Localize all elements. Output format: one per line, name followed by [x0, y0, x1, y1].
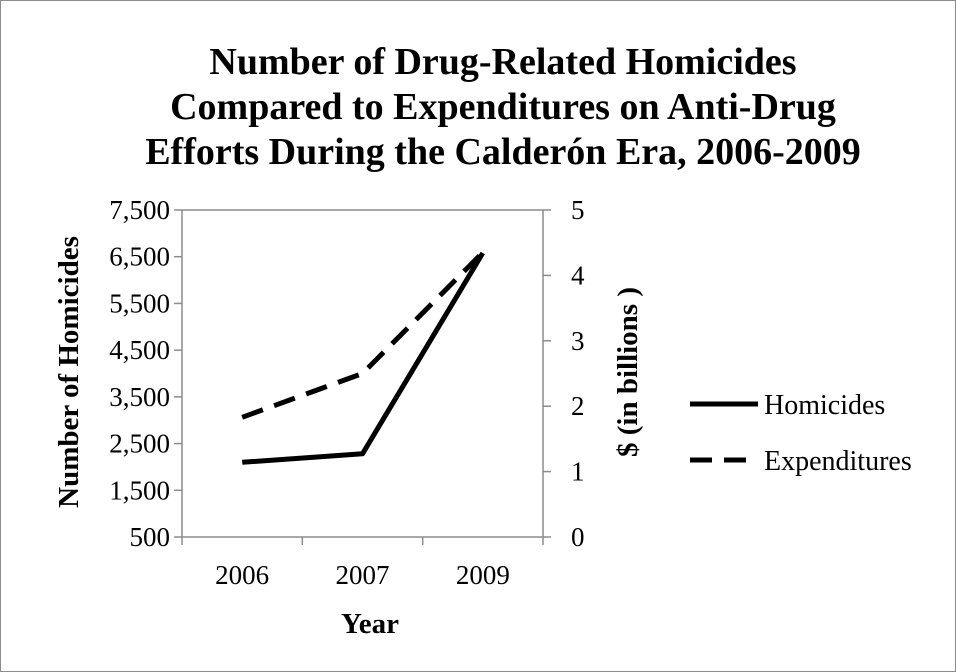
- right-axis: 0 1 2 3 4 5: [543, 195, 585, 552]
- plot-area: [181, 209, 544, 538]
- right-tick-label: 2: [571, 391, 585, 421]
- series-line-expenditures: [241, 250, 485, 420]
- x-tick-label: 2009: [456, 560, 510, 590]
- plot-border: [181, 209, 544, 538]
- left-tick-label: 6,500: [109, 242, 170, 272]
- left-tick-label: 3,500: [109, 382, 170, 412]
- series-lines: [241, 250, 485, 465]
- left-axis: 500 1,500 2,500 3,500 4,500 5,500 6,500 7,500: [109, 195, 182, 552]
- chart-title: Number of Drug-Related Homicides Compare…: [145, 41, 861, 173]
- legend: Homicides Expenditures: [690, 390, 912, 477]
- x-axis-title: Year: [341, 608, 399, 640]
- left-tick-label: 7,500: [109, 195, 170, 225]
- chart-title-line-1: Number of Drug-Related Homicides: [209, 41, 796, 83]
- left-tick-label: 1,500: [109, 475, 170, 505]
- right-tick-label: 3: [571, 326, 585, 356]
- left-tick-label: 5,500: [109, 288, 170, 318]
- left-axis-title: Number of Homicides: [53, 236, 85, 508]
- chart-title-line-3: Efforts During the Calderón Era, 2006-20…: [145, 131, 861, 173]
- legend-label-homicides: Homicides: [764, 390, 885, 421]
- legend-label-expenditures: Expenditures: [764, 446, 912, 477]
- series-line-homicides: [242, 251, 485, 465]
- right-tick-label: 1: [571, 457, 585, 487]
- left-tick-label: 2,500: [109, 429, 170, 459]
- left-tick-label: 500: [130, 522, 171, 552]
- right-tick-label: 5: [571, 195, 585, 225]
- x-tick-label: 2006: [215, 560, 269, 590]
- x-tick-label: 2007: [336, 560, 390, 590]
- left-tick-label: 4,500: [109, 335, 170, 365]
- right-tick-label: 4: [571, 260, 585, 290]
- chart-title-line-2: Compared to Expenditures on Anti-Drug: [170, 86, 836, 128]
- right-tick-label: 0: [571, 522, 585, 552]
- x-axis: 2006 2007 2009: [181, 537, 544, 590]
- right-axis-title: $ (in billions ): [612, 287, 644, 457]
